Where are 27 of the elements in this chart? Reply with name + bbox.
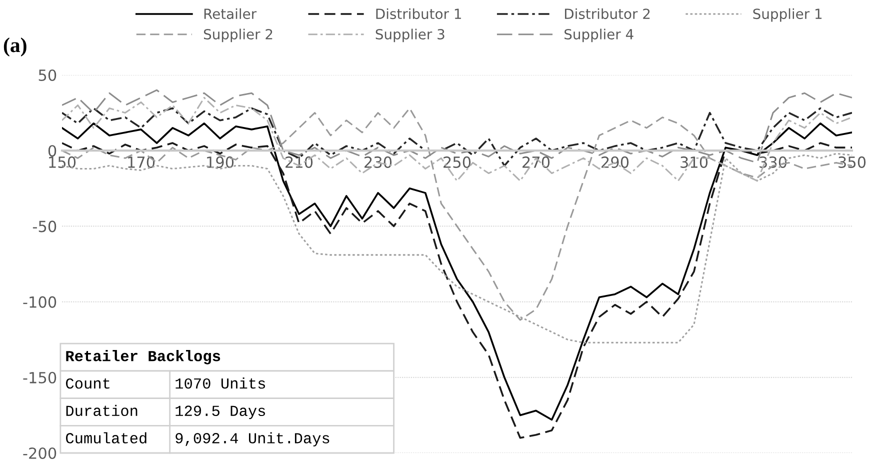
legend-label: Distributor 1 [376,8,461,20]
annotation: 9,092.4 Unit.Days [176,432,330,446]
x-tick-label: 290 [602,156,629,168]
legend-label: Supplier 1 [753,8,822,22]
legend-label: Supplier 3 [376,28,444,42]
y-tick-label: 50 [38,69,56,82]
legend-label: Retailer [204,8,257,20]
y-tick-label: -50 [32,220,56,232]
legend-label: Supplier 2 [204,28,272,42]
x-tick-label: 150 [49,156,76,168]
annotation: Duration [66,404,138,416]
y-tick-label: -200 [23,447,56,460]
y-tick-label: -100 [23,296,56,308]
annotation: Count [66,378,110,389]
legend-label: Distributor 2 [564,8,650,20]
annotation: 129.5 Days [176,406,265,420]
y-tick-label: 0 [48,145,56,157]
legend-label: Supplier 4 [564,28,634,42]
annotation: 1070 Units [176,377,265,389]
x-tick-label: 250 [444,156,471,168]
annotation: Cumulated [66,432,146,444]
x-tick-label: 350 [838,156,866,168]
y-tick-label: -150 [23,372,56,384]
chart-title: (a) [4,38,26,56]
x-tick-label: 310 [680,156,708,168]
annotation: Retailer Backlogs [66,350,220,364]
x-tick-label: 270 [522,156,550,168]
